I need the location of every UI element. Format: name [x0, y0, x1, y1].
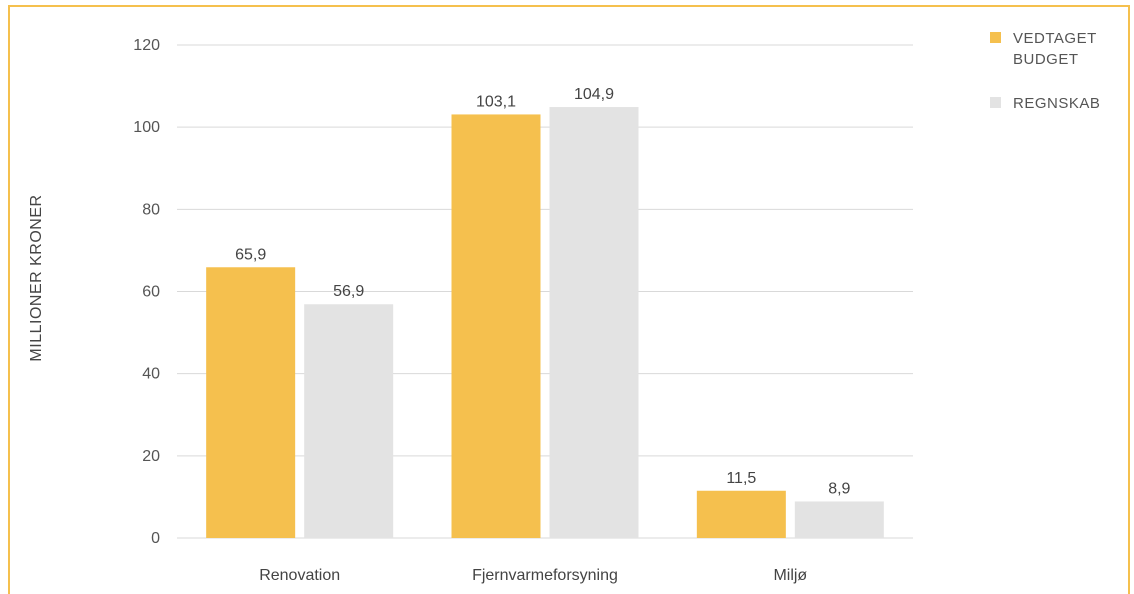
bar-regnskab: [549, 107, 639, 539]
y-tick-label: 40: [142, 366, 160, 383]
x-category-label: Renovation: [259, 567, 340, 584]
legend-swatch: [990, 97, 1001, 108]
y-tick-label: 100: [133, 119, 160, 136]
bar-budget: [696, 490, 786, 538]
value-label: 65,9: [235, 246, 266, 263]
legend-label: VEDTAGET: [1013, 30, 1097, 47]
value-label: 8,9: [828, 480, 850, 497]
y-tick-label: 80: [142, 201, 160, 218]
y-tick-label: 20: [142, 448, 160, 465]
value-label: 104,9: [574, 86, 614, 103]
bar-budget: [451, 114, 541, 538]
x-axis-categories: Renovation Fjernvarmeforsyning Miljø: [259, 567, 807, 584]
value-label: 103,1: [476, 93, 516, 110]
value-labels: 65,9 56,9 103,1 104,9 11,5 8,9: [235, 86, 850, 497]
y-tick-label: 0: [151, 530, 160, 547]
legend-label: BUDGET: [1013, 51, 1079, 68]
bar-regnskab: [794, 501, 884, 538]
x-category-label: Miljø: [773, 567, 807, 584]
y-axis-label: MILLIONER KRONER: [28, 194, 45, 361]
y-axis-ticks: 0 20 40 60 80 100 120: [133, 37, 160, 547]
value-label: 56,9: [333, 283, 364, 300]
bar-budget: [206, 267, 296, 538]
value-label: 11,5: [726, 470, 756, 487]
gridlines: [177, 44, 913, 539]
legend-swatch: [990, 32, 1001, 43]
x-category-label: Fjernvarmeforsyning: [472, 567, 618, 584]
legend: VEDTAGET BUDGET REGNSKAB: [990, 30, 1100, 112]
y-tick-label: 60: [142, 284, 160, 301]
chart-frame: [8, 5, 1130, 594]
y-tick-label: 120: [133, 37, 160, 54]
legend-label: REGNSKAB: [1013, 95, 1100, 112]
bar-regnskab: [304, 304, 394, 538]
bars: [206, 107, 884, 539]
